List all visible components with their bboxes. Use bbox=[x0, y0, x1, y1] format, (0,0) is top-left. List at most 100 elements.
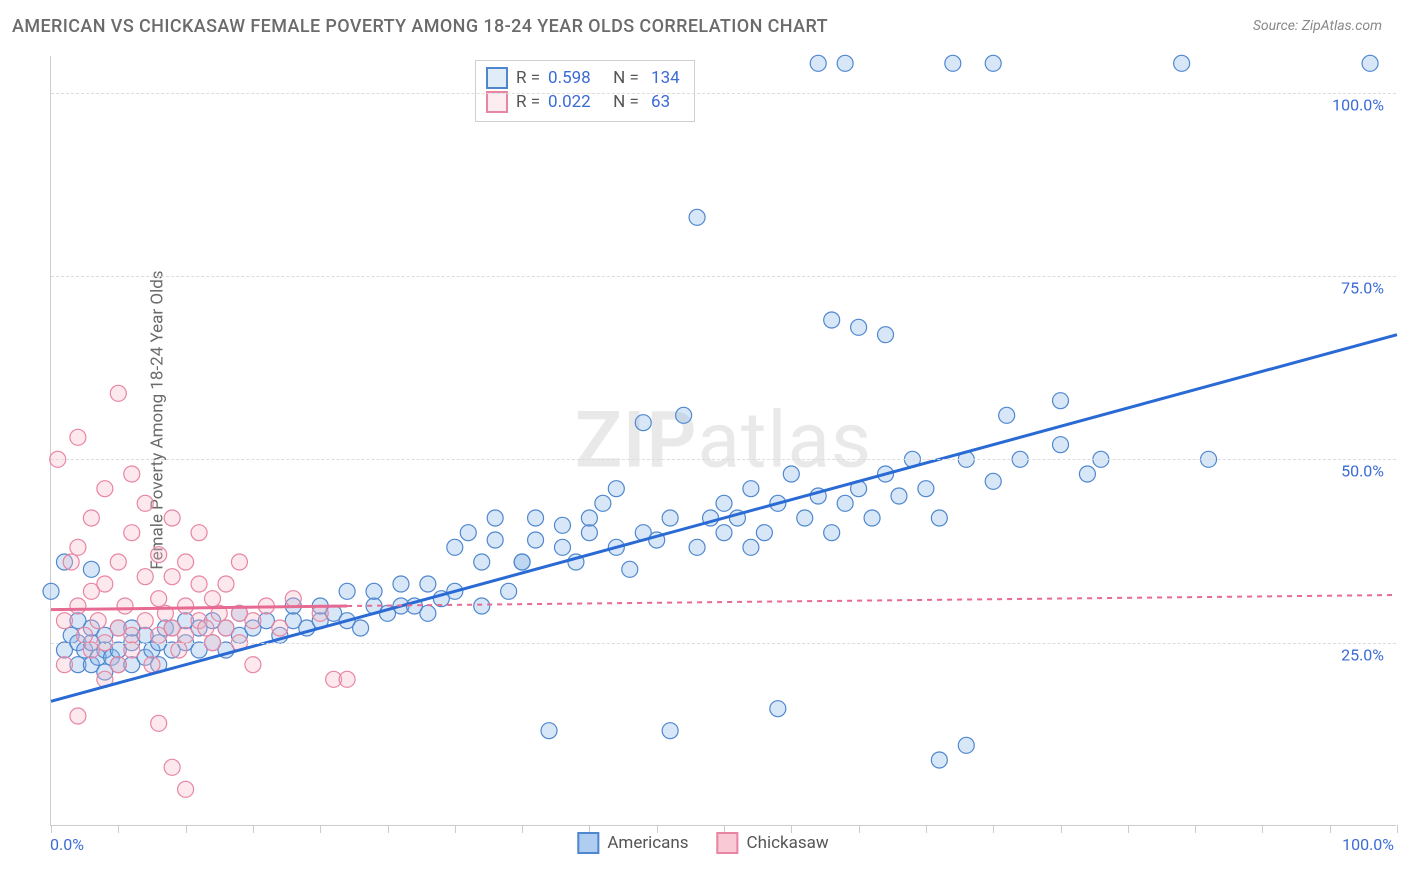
data-point bbox=[1053, 393, 1069, 409]
data-point bbox=[662, 723, 678, 739]
gridline bbox=[51, 459, 1396, 460]
data-point bbox=[460, 525, 476, 541]
data-point bbox=[528, 510, 544, 526]
trend-line bbox=[51, 335, 1397, 702]
data-point bbox=[164, 510, 180, 526]
n-value: 134 bbox=[647, 68, 680, 88]
data-point bbox=[90, 613, 106, 629]
x-tick bbox=[455, 825, 456, 833]
source-attribution: Source: ZipAtlas.com bbox=[1253, 18, 1382, 34]
data-point bbox=[205, 591, 221, 607]
legend-swatch bbox=[577, 832, 599, 854]
chart-title: AMERICAN VS CHICKASAW FEMALE POVERTY AMO… bbox=[12, 16, 828, 37]
x-tick bbox=[926, 825, 927, 833]
data-point bbox=[595, 495, 611, 511]
x-tick bbox=[993, 825, 994, 833]
data-point bbox=[171, 642, 187, 658]
x-tick bbox=[51, 825, 52, 833]
data-point bbox=[191, 525, 207, 541]
data-point bbox=[487, 532, 503, 548]
data-point bbox=[56, 613, 72, 629]
y-tick-label: 75.0% bbox=[1341, 279, 1384, 298]
correlation-legend: R = 0.598 N = 134R = 0.022 N = 63 bbox=[475, 60, 695, 122]
data-point bbox=[151, 591, 167, 607]
data-point bbox=[999, 407, 1015, 423]
data-point bbox=[501, 583, 517, 599]
data-point bbox=[110, 657, 126, 673]
data-point bbox=[110, 385, 126, 401]
data-point bbox=[97, 481, 113, 497]
legend-row: R = 0.022 N = 63 bbox=[486, 91, 680, 113]
r-label: R = bbox=[516, 92, 540, 112]
data-point bbox=[689, 539, 705, 555]
data-point bbox=[676, 407, 692, 423]
data-point bbox=[393, 576, 409, 592]
x-tick bbox=[522, 825, 523, 833]
data-point bbox=[218, 620, 234, 636]
data-point bbox=[77, 627, 93, 643]
data-point bbox=[245, 613, 261, 629]
data-point bbox=[1362, 55, 1378, 71]
data-point bbox=[810, 55, 826, 71]
data-point bbox=[70, 539, 86, 555]
data-point bbox=[554, 539, 570, 555]
data-point bbox=[117, 598, 133, 614]
legend-label: Americans bbox=[607, 833, 688, 853]
data-point bbox=[824, 312, 840, 328]
data-point bbox=[70, 708, 86, 724]
data-point bbox=[83, 510, 99, 526]
y-tick-label: 50.0% bbox=[1341, 462, 1384, 481]
data-point bbox=[191, 576, 207, 592]
data-point bbox=[918, 481, 934, 497]
data-point bbox=[43, 583, 59, 599]
data-point bbox=[97, 576, 113, 592]
data-point bbox=[110, 554, 126, 570]
x-tick bbox=[859, 825, 860, 833]
r-value: 0.022 bbox=[548, 92, 591, 112]
data-point bbox=[366, 583, 382, 599]
data-point bbox=[662, 510, 678, 526]
data-point bbox=[864, 510, 880, 526]
data-point bbox=[891, 488, 907, 504]
x-tick bbox=[1397, 825, 1398, 833]
data-point bbox=[1053, 437, 1069, 453]
data-point bbox=[581, 510, 597, 526]
data-point bbox=[1079, 466, 1095, 482]
data-point bbox=[608, 481, 624, 497]
data-point bbox=[420, 576, 436, 592]
x-tick bbox=[1330, 825, 1331, 833]
data-point bbox=[420, 605, 436, 621]
data-point bbox=[837, 55, 853, 71]
x-tick bbox=[1262, 825, 1263, 833]
data-point bbox=[63, 554, 79, 570]
data-point bbox=[783, 466, 799, 482]
x-tick bbox=[118, 825, 119, 833]
plot-svg bbox=[51, 56, 1396, 825]
data-point bbox=[83, 561, 99, 577]
data-point bbox=[716, 495, 732, 511]
data-point bbox=[487, 510, 503, 526]
data-point bbox=[743, 539, 759, 555]
data-point bbox=[151, 715, 167, 731]
data-point bbox=[137, 569, 153, 585]
data-point bbox=[56, 657, 72, 673]
x-tick bbox=[1128, 825, 1129, 833]
data-point bbox=[985, 55, 1001, 71]
data-point bbox=[474, 554, 490, 570]
y-tick-label: 100.0% bbox=[1332, 95, 1384, 114]
data-point bbox=[198, 620, 214, 636]
data-point bbox=[824, 525, 840, 541]
data-point bbox=[797, 510, 813, 526]
x-axis-max-label: 100.0% bbox=[1342, 835, 1394, 854]
data-point bbox=[514, 554, 530, 570]
data-point bbox=[144, 657, 160, 673]
data-point bbox=[541, 723, 557, 739]
data-point bbox=[339, 671, 355, 687]
data-point bbox=[339, 583, 355, 599]
data-point bbox=[178, 598, 194, 614]
data-point bbox=[581, 525, 597, 541]
data-point bbox=[272, 620, 288, 636]
n-label: N = bbox=[605, 68, 639, 88]
data-point bbox=[716, 525, 732, 541]
data-point bbox=[70, 598, 86, 614]
